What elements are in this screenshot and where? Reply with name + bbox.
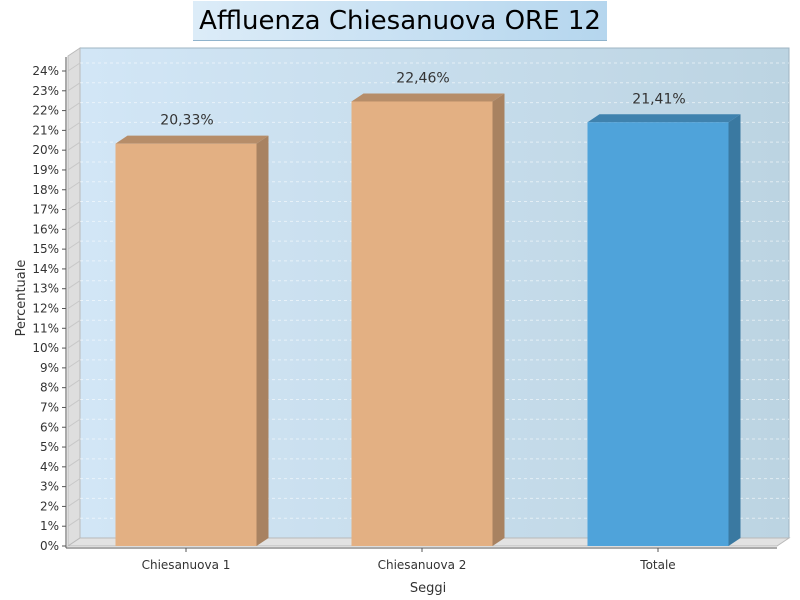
- side-gridline: [67, 359, 81, 369]
- bar-front: [115, 143, 257, 546]
- y-tick-label: 24%: [32, 64, 59, 78]
- x-tick-label: Chiesanuova 2: [378, 558, 467, 572]
- side-gridline: [67, 260, 81, 270]
- side-gridline: [67, 201, 81, 210]
- x-tick-label: Chiesanuova 1: [142, 558, 231, 572]
- side-gridline: [67, 62, 81, 72]
- side-gridline: [67, 438, 81, 448]
- y-tick-label: 10%: [32, 341, 59, 355]
- data-label: 22,46%: [396, 70, 449, 86]
- side-gridline: [67, 478, 81, 488]
- left-wall: [67, 47, 81, 547]
- bar-2: [351, 93, 505, 547]
- side-gridline: [67, 379, 81, 389]
- y-tick-label: 18%: [32, 183, 59, 197]
- side-gridline: [67, 517, 81, 527]
- side-gridline: [67, 498, 81, 507]
- chart-title-box: Affluenza Chiesanuova ORE 12: [193, 1, 607, 41]
- y-tick-label: 11%: [32, 321, 59, 335]
- side-gridline: [67, 319, 81, 329]
- y-tick-label: 1%: [40, 519, 59, 533]
- y-tick-label: 9%: [40, 361, 59, 375]
- bar-side: [256, 135, 269, 546]
- bar-top: [587, 114, 741, 123]
- y-tick-label: 17%: [32, 203, 59, 217]
- y-tick-label: 20%: [32, 143, 59, 157]
- side-gridline: [67, 240, 81, 250]
- chart-title: Affluenza Chiesanuova ORE 12: [199, 5, 601, 36]
- y-tick-label: 8%: [40, 381, 59, 395]
- side-gridline: [67, 102, 81, 111]
- y-tick-label: 23%: [32, 84, 59, 98]
- side-gridline: [67, 458, 81, 468]
- y-tick-label: 2%: [40, 499, 59, 513]
- side-gridline: [67, 418, 81, 428]
- data-label: 20,33%: [160, 113, 213, 129]
- y-tick-label: 4%: [40, 460, 59, 474]
- y-tick-labels: 0% 1% 2% 3% 4% 5% 6% 7% 8% 9% 10% 11% 12% 13% 14% 15% 16…: [32, 64, 66, 553]
- bar-side: [728, 114, 741, 547]
- side-gridline: [67, 220, 81, 230]
- side-gridline: [67, 300, 81, 309]
- y-tick-label: 22%: [32, 104, 59, 118]
- x-tick-labels: Chiesanuova 1 Chiesanuova 2 Totale: [142, 548, 676, 572]
- side-gridline: [67, 161, 81, 171]
- y-tick-label: 0%: [40, 539, 59, 553]
- y-axis-label: Percentuale: [14, 260, 29, 337]
- y-tick-label: 13%: [32, 282, 59, 296]
- side-gridline: [67, 141, 81, 151]
- y-tick-label: 12%: [32, 302, 59, 316]
- side-gridline: [67, 399, 81, 408]
- bar-side: [492, 93, 505, 547]
- y-tick-label: 5%: [40, 440, 59, 454]
- side-gridline: [67, 181, 81, 191]
- bar-top: [115, 135, 269, 144]
- bar-front: [351, 101, 493, 547]
- bar-front: [587, 122, 729, 547]
- x-axis-label: Seggi: [410, 581, 446, 596]
- bar-top: [351, 93, 505, 102]
- side-gridline: [67, 280, 81, 290]
- y-tick-label: 21%: [32, 123, 59, 137]
- bar-3: [587, 114, 741, 547]
- y-tick-label: 6%: [40, 420, 59, 434]
- y-tick-label: 15%: [32, 242, 59, 256]
- bar-1: [115, 135, 269, 546]
- y-tick-label: 7%: [40, 400, 59, 414]
- side-gridline: [67, 339, 81, 349]
- data-label: 21,41%: [632, 91, 685, 107]
- bars: 20,33% 22,46% 21,41%: [115, 70, 741, 547]
- y-tick-label: 16%: [32, 222, 59, 236]
- y-tick-label: 3%: [40, 480, 59, 494]
- y-tick-label: 14%: [32, 262, 59, 276]
- x-tick-label: Totale: [639, 558, 675, 572]
- y-tick-label: 19%: [32, 163, 59, 177]
- side-gridline: [67, 121, 81, 131]
- side-gridline: [67, 82, 81, 92]
